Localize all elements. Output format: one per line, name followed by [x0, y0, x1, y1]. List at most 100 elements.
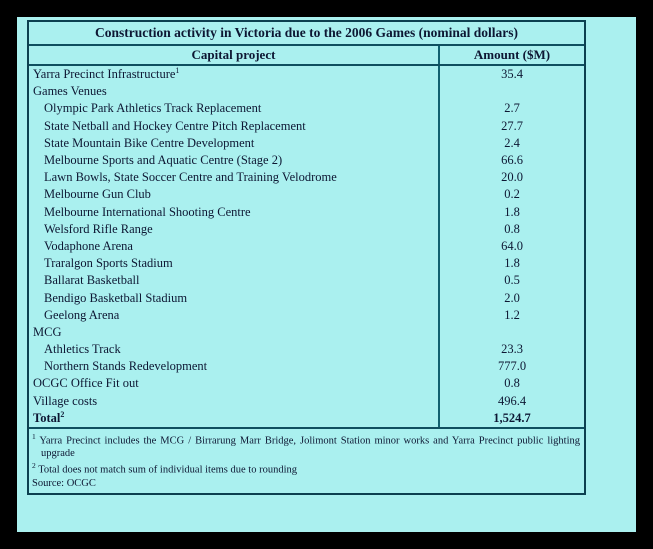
project-label: Village costs [33, 393, 98, 408]
footnote: 2 Total does not match sum of individual… [32, 460, 580, 477]
amount-cell: 777.0 [438, 358, 584, 376]
capital-project-cell: State Netball and Hockey Centre Pitch Re… [29, 118, 438, 135]
project-label: Games Venues [33, 84, 107, 99]
project-label: Vodaphone Arena [44, 238, 133, 253]
table-row: Vodaphone Arena 64.0 [29, 237, 584, 256]
capital-project-cell: OCGC Office Fit out [29, 375, 438, 392]
project-label: Traralgon Sports Stadium [44, 256, 173, 271]
project-label: State Netball and Hockey Centre Pitch Re… [44, 118, 306, 133]
capital-project-cell: Athletics Track [29, 341, 438, 358]
amount-cell: 1.8 [438, 203, 584, 221]
project-label: Melbourne Gun Club [44, 187, 151, 202]
source-note: Source: OCGC [32, 478, 96, 490]
capital-project-cell: Geelong Arena [29, 307, 438, 324]
capital-project-cell: Lawn Bowls, State Soccer Centre and Trai… [29, 169, 438, 186]
project-label: Olympic Park Athletics Track Replacement [44, 101, 262, 116]
table-row: State Mountain Bike Centre Development 2… [29, 134, 584, 152]
project-label: Lawn Bowls, State Soccer Centre and Trai… [44, 170, 337, 185]
capital-project-cell: Northern Stands Redevelopment [29, 358, 438, 375]
project-label: Athletics Track [44, 342, 121, 357]
footnote-marker: 2 [32, 461, 36, 471]
amount-cell: 0.8 [438, 220, 584, 238]
capital-project-cell: Vodaphone Arena [29, 238, 438, 255]
project-label: Welsford Rifle Range [44, 221, 153, 236]
capital-project-cell: Melbourne Gun Club [29, 186, 438, 203]
capital-project-cell: Traralgon Sports Stadium [29, 255, 438, 272]
column-header-amount: Amount ($M) [438, 46, 584, 64]
amount-cell: 1.8 [438, 255, 584, 273]
construction-activity-table: Construction activity in Victoria due to… [27, 20, 586, 495]
capital-project-cell: Games Venues [29, 83, 438, 100]
amount-cell: 0.2 [438, 186, 584, 204]
amount-cell: 20.0 [438, 169, 584, 187]
table-row: Yarra Precinct Infrastructure1 35.4 [29, 66, 584, 84]
table-header-row: Capital project Amount ($M) [29, 46, 584, 66]
amount-cell: 496.4 [438, 392, 584, 410]
footnote: 1 Yarra Precinct includes the MCG / Birr… [32, 431, 580, 461]
amount-cell: 0.8 [438, 375, 584, 393]
table-row: Village costs 496.4 [29, 392, 584, 410]
project-label: Ballarat Basketball [44, 273, 140, 288]
amount-cell: 64.0 [438, 237, 584, 256]
table-row: Welsford Rifle Range 0.8 [29, 220, 584, 238]
amount-cell: 2.0 [438, 289, 584, 307]
amount-cell: 66.6 [438, 151, 584, 170]
capital-project-cell: Olympic Park Athletics Track Replacement [29, 100, 438, 117]
table-row: State Netball and Hockey Centre Pitch Re… [29, 117, 584, 135]
project-label: State Mountain Bike Centre Development [44, 135, 255, 150]
footnote-marker: 1 [32, 431, 36, 441]
page-background: Construction activity in Victoria due to… [17, 17, 636, 532]
table-row: Games Venues [29, 83, 584, 101]
table-row: Traralgon Sports Stadium 1.8 [29, 255, 584, 273]
table-row: Lawn Bowls, State Soccer Centre and Trai… [29, 169, 584, 187]
table-title: Construction activity in Victoria due to… [29, 22, 584, 46]
project-label: Total2 [33, 409, 65, 425]
project-label: OCGC Office Fit out [33, 376, 139, 391]
project-label: Northern Stands Redevelopment [44, 359, 208, 374]
amount-cell: 2.7 [438, 100, 584, 118]
table-row: OCGC Office Fit out 0.8 [29, 375, 584, 393]
amount-cell: 27.7 [438, 117, 584, 135]
table-row: Geelong Arena 1.2 [29, 306, 584, 324]
table-row: Bendigo Basketball Stadium 2.0 [29, 289, 584, 307]
table-row: Melbourne Sports and Aquatic Centre (Sta… [29, 151, 584, 170]
capital-project-cell: Bendigo Basketball Stadium [29, 289, 438, 306]
capital-project-cell: Melbourne International Shooting Centre [29, 204, 438, 221]
footnote-reference: 2 [60, 409, 65, 419]
table-row: Ballarat Basketball 0.5 [29, 272, 584, 290]
amount-cell: 35.4 [438, 66, 584, 84]
project-label: Melbourne Sports and Aquatic Centre (Sta… [44, 153, 283, 168]
capital-project-cell: Welsford Rifle Range [29, 221, 438, 238]
amount-cell: 2.4 [438, 134, 584, 152]
capital-project-cell: Melbourne Sports and Aquatic Centre (Sta… [29, 152, 438, 169]
table-row: MCG [29, 323, 584, 341]
amount-cell: 1,524.7 [438, 409, 584, 427]
amount-cell: 1.2 [438, 306, 584, 324]
project-label: Yarra Precinct Infrastructure1 [33, 66, 180, 82]
capital-project-cell: Total2 [29, 410, 438, 427]
table-row: Olympic Park Athletics Track Replacement… [29, 100, 584, 118]
project-label: Bendigo Basketball Stadium [44, 290, 188, 305]
project-label: MCG [33, 324, 62, 339]
table-row: Athletics Track 23.3 [29, 341, 584, 359]
footnote-text: Total does not match sum of individual i… [38, 464, 298, 476]
footnote-text: Yarra Precinct includes the MCG / Birrar… [39, 435, 580, 459]
capital-project-cell: Yarra Precinct Infrastructure1 [29, 66, 438, 83]
amount-cell [438, 323, 584, 341]
capital-project-cell: State Mountain Bike Centre Development [29, 135, 438, 152]
footnote-list: 1 Yarra Precinct includes the MCG / Birr… [32, 431, 580, 478]
footnote-reference: 1 [175, 66, 180, 75]
column-header-capital-project: Capital project [191, 47, 276, 62]
table-row: Total2 1,524.7 [29, 409, 584, 427]
footnotes-section: 1 Yarra Precinct includes the MCG / Birr… [29, 426, 584, 493]
table-body: Yarra Precinct Infrastructure1 35.4 Game… [29, 66, 584, 427]
capital-project-cell: Village costs [29, 393, 438, 410]
amount-cell: 23.3 [438, 341, 584, 359]
project-label: Melbourne International Shooting Centre [44, 204, 251, 219]
capital-project-cell: Ballarat Basketball [29, 272, 438, 289]
table-row: Melbourne Gun Club 0.2 [29, 186, 584, 204]
table-row: Northern Stands Redevelopment 777.0 [29, 358, 584, 376]
table-row: Melbourne International Shooting Centre … [29, 203, 584, 221]
amount-cell: 0.5 [438, 272, 584, 290]
project-label: Geelong Arena [44, 307, 120, 322]
